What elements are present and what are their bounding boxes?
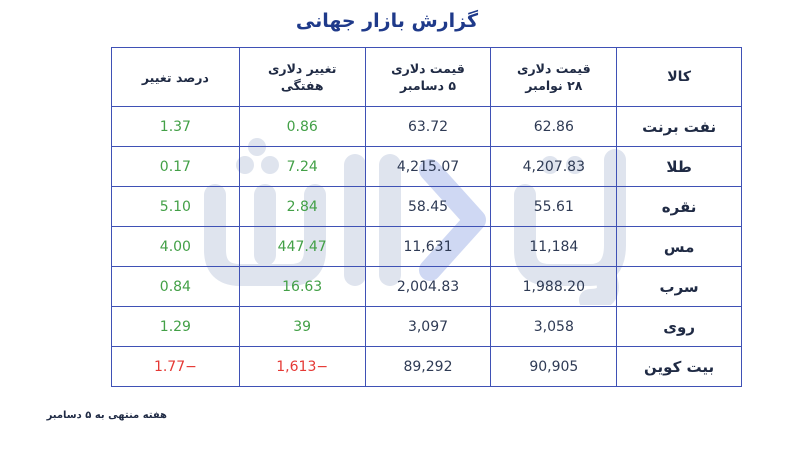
- commodity-name: نفت برنت: [616, 106, 742, 147]
- price-nov28: 3,058: [490, 306, 618, 347]
- price-dec5: 4,215.07: [364, 146, 492, 187]
- weekly-change: 39: [238, 306, 366, 347]
- header-percent-change: درصد تغییر: [111, 47, 240, 107]
- price-nov28: 62.86: [490, 106, 618, 147]
- percent-change: −1.77: [111, 346, 240, 387]
- price-nov28: 4,207.83: [490, 146, 618, 187]
- price-dec5: 11,631: [364, 226, 492, 267]
- commodity-name: نقره: [616, 186, 742, 227]
- price-nov28: 11,184: [490, 226, 618, 267]
- price-dec5: 89,292: [364, 346, 492, 387]
- price-nov28: 1,988.20: [490, 266, 618, 307]
- percent-change: 0.17: [111, 146, 240, 187]
- price-dec5: 63.72: [364, 106, 492, 147]
- header-weekly-change: تغییر دلاری هفتگی: [238, 47, 366, 107]
- weekly-change: 16.63: [238, 266, 366, 307]
- report-title: گزارش بازار جهانی: [295, 10, 478, 32]
- price-dec5: 3,097: [364, 306, 492, 347]
- percent-change: 0.84: [111, 266, 240, 307]
- table-row: طلا 4,207.83 4,215.07 7.24 0.17: [111, 146, 742, 187]
- table-row: روی 3,058 3,097 39 1.29: [111, 306, 742, 347]
- header-commodity: کالا: [616, 47, 742, 107]
- price-nov28: 55.61: [490, 186, 618, 227]
- percent-change: 4.00: [111, 226, 240, 267]
- table-row: بیت کوین 90,905 89,292 −1,613 −1.77: [111, 346, 742, 387]
- commodity-name: بیت کوین: [616, 346, 742, 387]
- price-dec5: 58.45: [364, 186, 492, 227]
- table-row: مس 11,184 11,631 447.47 4.00: [111, 226, 742, 267]
- commodity-name: طلا: [616, 146, 742, 187]
- commodity-name: سرب: [616, 266, 742, 307]
- table-row: نفت برنت 62.86 63.72 0.86 1.37: [111, 106, 742, 147]
- weekly-change: 2.84: [238, 186, 366, 227]
- weekly-change: 447.47: [238, 226, 366, 267]
- header-price-dec5: قیمت دلاری ۵ دسامبر: [364, 47, 492, 107]
- weekly-change: −1,613: [238, 346, 366, 387]
- percent-change: 5.10: [111, 186, 240, 227]
- price-nov28: 90,905: [490, 346, 618, 387]
- weekly-change: 0.86: [238, 106, 366, 147]
- commodity-name: مس: [616, 226, 742, 267]
- table-header-row: کالا قیمت دلاری ۲۸ نوامبر قیمت دلاری ۵ دسا…: [111, 47, 742, 107]
- weekly-change: 7.24: [238, 146, 366, 187]
- footnote: هفته منتهی به ۵ دسامبر: [46, 410, 167, 421]
- percent-change: 1.37: [111, 106, 240, 147]
- market-table: کالا قیمت دلاری ۲۸ نوامبر قیمت دلاری ۵ دسا…: [111, 47, 742, 387]
- table-row: سرب 1,988.20 2,004.83 16.63 0.84: [111, 266, 742, 307]
- commodity-name: روی: [616, 306, 742, 347]
- price-dec5: 2,004.83: [364, 266, 492, 307]
- header-price-nov28: قیمت دلاری ۲۸ نوامبر: [490, 47, 618, 107]
- table-row: نقره 55.61 58.45 2.84 5.10: [111, 186, 742, 227]
- percent-change: 1.29: [111, 306, 240, 347]
